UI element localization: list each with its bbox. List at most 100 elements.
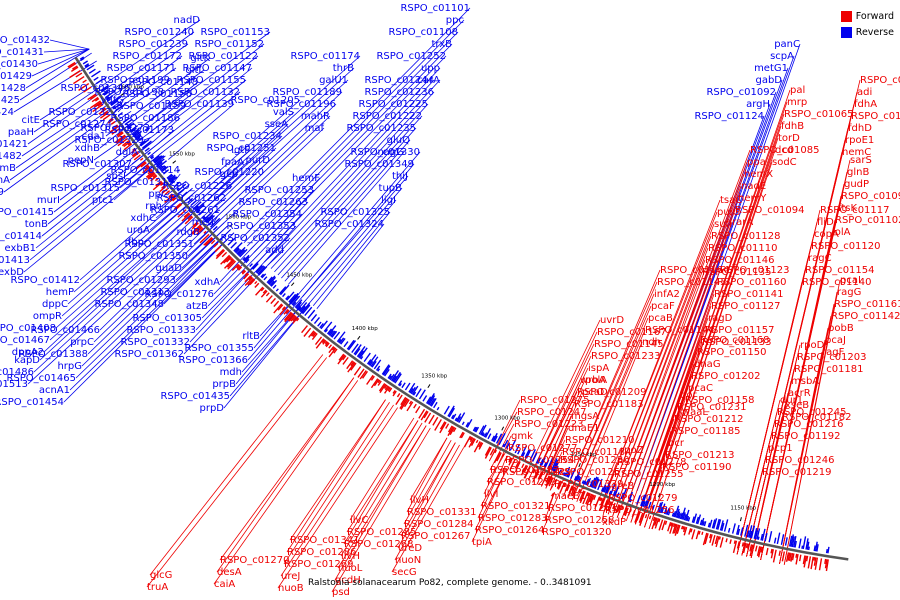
reverse-gene-mark [700,517,705,526]
forward-gene-mark [682,526,686,533]
forward-gene-label: mgsA [571,411,599,422]
forward-gene-mark [598,497,602,501]
reverse-gene-label: RSPO_c01325 [320,207,390,218]
forward-gene-mark [392,389,396,394]
forward-gene-label: RSPO_c01267 [401,531,471,542]
reverse-gene-mark [337,338,342,343]
forward-gene-mark [469,437,474,443]
reverse-gene-label: ppC [148,189,168,200]
forward-gene-mark [131,148,137,154]
rev-gene-leader-line [270,91,435,269]
reverse-gene-mark [480,424,487,436]
forward-gene-mark [473,441,481,453]
reverse-gene-mark [478,425,485,435]
fwd-gene-leader-line [746,151,843,557]
forward-gene-label: RSPO_c01157 [705,325,775,336]
reverse-gene-mark [591,476,598,488]
reverse-gene-label: metG1 [754,63,788,74]
rev-gene-leader-line [99,215,219,331]
forward-gene-mark [607,500,611,505]
reverse-gene-mark [776,532,781,545]
reverse-gene-mark [110,100,118,107]
reverse-gene-mark [415,388,422,398]
fwd-gene-leader-line [630,281,718,523]
forward-gene-label: nadE [741,181,766,192]
reverse-gene-mark [88,68,96,74]
forward-gene-label: ragC [808,253,832,264]
rev-gene-leader-line [162,91,241,153]
legend-item-reverse: Reverse [840,24,894,40]
reverse-gene-label: RSPO_c01226 [162,181,232,192]
reverse-gene-mark [612,490,616,497]
rev-gene-leader-line [302,175,409,297]
rev-gene-leader-line [69,232,235,391]
forward-gene-mark [725,538,728,543]
forward-gene-label: xseB [785,400,809,411]
reverse-gene-label: xdhC [130,213,156,224]
reverse-gene-mark [166,173,173,179]
forward-gene-mark [229,257,234,261]
forward-gene-mark [695,530,700,540]
forward-gene-label: dur1 [780,395,803,406]
forward-gene-mark [403,399,410,408]
reverse-gene-mark [703,521,707,527]
forward-gene-mark [418,408,426,419]
reverse-gene-label: RSPO_c01159 [116,101,186,112]
reverse-gene-mark [590,477,596,488]
scale-tick-mark [578,463,581,468]
reverse-gene-mark [525,449,532,459]
reverse-gene-mark [465,422,470,428]
forward-gene-mark [496,452,502,462]
rev-gene-leader-line [247,296,303,361]
scale-tick-mark [229,223,233,228]
reverse-gene-mark [744,524,749,537]
rev-gene-leader-line [159,79,247,149]
forward-gene-label: RSPO_c01258 [545,515,615,526]
forward-gene-label: ragG [837,287,861,298]
forward-gene-mark [745,543,749,549]
forward-gene-label: RSPO_c01127 [711,301,781,312]
reverse-gene-mark [754,530,759,540]
rev-gene-leader-line [267,249,285,266]
reverse-gene-mark [589,479,594,487]
forward-gene-mark [515,461,520,468]
scale-tick-mark [172,160,177,164]
forward-gene-mark [236,264,241,269]
forward-gene-label: RSPO_c01182 [782,412,852,423]
reverse-gene-mark [695,516,700,524]
reverse-gene-mark [491,435,495,442]
rev-gene-leader-line [49,201,206,341]
reverse-gene-mark [136,136,141,141]
forward-gene-mark [788,552,792,562]
forward-gene-mark [226,259,235,268]
rev-gene-leader-line [147,105,187,135]
fwd-gene-leader-line [216,377,355,573]
reverse-gene-label: RSPO_c01415 [0,207,54,218]
forward-gene-label: RSPO_c01120 [811,241,881,252]
reverse-gene-mark [554,465,559,473]
reverse-gene-mark [156,161,163,167]
forward-gene-mark [673,524,678,534]
rev-gene-leader-line [150,55,259,138]
forward-gene-mark [664,520,668,525]
reverse-gene-mark [657,502,662,512]
forward-gene-mark [408,400,413,405]
reverse-gene-mark [79,56,85,60]
reverse-gene-mark [806,541,810,550]
forward-gene-mark [653,517,658,526]
rev-gene-leader-line [305,187,403,300]
reverse-gene-mark [749,530,753,539]
reverse-gene-label: tonB [25,219,48,230]
reverse-gene-label: RSPO_c01349 [344,159,414,170]
reverse-gene-mark [642,500,646,508]
forward-gene-label: RSPO_c01117 [820,205,890,216]
forward-gene-label: pcaJ [825,335,846,346]
reverse-gene-mark [422,395,428,402]
reverse-gene-mark [142,140,152,149]
forward-gene-mark [432,416,439,426]
forward-gene-label: RSPO_c01233 [591,351,661,362]
reverse-gene-mark [272,284,277,289]
reverse-gene-mark [181,191,188,197]
reverse-gene-mark [185,197,190,201]
fwd-gene-leader-line [400,442,456,537]
